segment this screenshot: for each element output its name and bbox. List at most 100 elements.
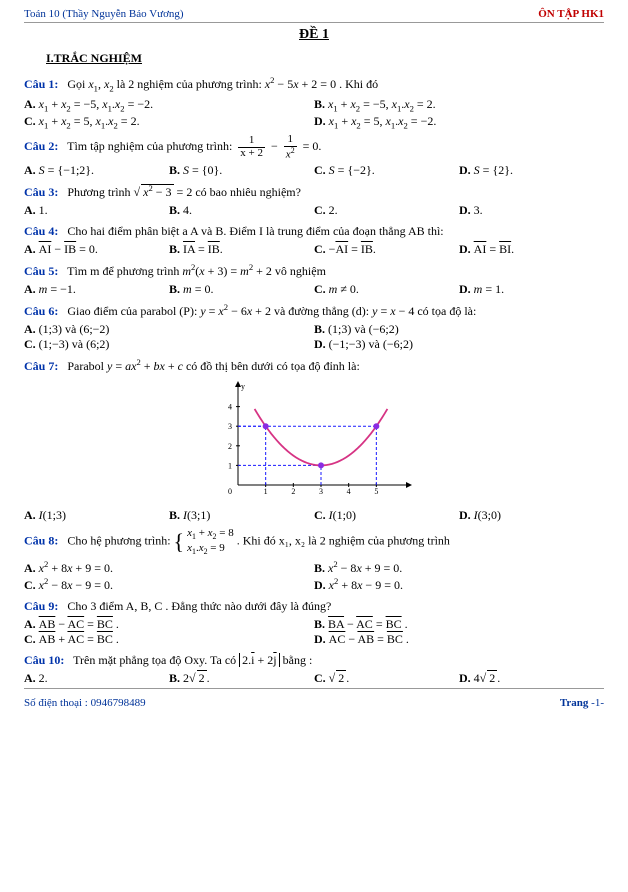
q3-text-a: Phương trình xyxy=(67,185,133,199)
question-7: Câu 7: Parabol y = ax2 + bx + c có đồ th… xyxy=(24,356,604,375)
q6-Dv: (−1;−3) và (−6;2) xyxy=(329,337,413,351)
q10-text-a: Trên mặt phẳng tọa độ Oxy. Ta có xyxy=(73,653,239,667)
question-8: Câu 8: Cho hệ phương trình: { x1 + x2 = … xyxy=(24,527,604,557)
q3-text-b: = 2 có bao nhiêu nghiệm? xyxy=(177,185,301,199)
svg-text:1: 1 xyxy=(264,487,268,496)
footer-left: Số điện thoại : 0946798489 xyxy=(24,697,146,709)
q6-A: A. xyxy=(24,322,39,336)
q3-number: Câu 3: xyxy=(24,185,58,199)
q2-number: Câu 2: xyxy=(24,139,58,153)
q6-Av: (1;3) và (6;−2) xyxy=(39,322,110,336)
q8-B: B. xyxy=(314,561,328,575)
q4-text: Cho hai điểm phân biệt a A và B. Điểm I … xyxy=(67,224,443,238)
header-left: Toán 10 (Thầy Nguyễn Bảo Vương) xyxy=(24,8,184,20)
q9-options: A. AB − AC = BC . B. BA − AC = BC . C. A… xyxy=(24,617,604,647)
q8-options: A. x2 + 8x + 9 = 0. B. x2 − 8x + 9 = 0. … xyxy=(24,559,604,593)
q3-options: A. 1. B. 4. C. 2. D. 3. xyxy=(24,203,604,218)
q6-text-b: và đường thẳng (d): xyxy=(274,304,372,318)
question-3: Câu 3: Phương trình √x2 − 3 = 2 có bao n… xyxy=(24,182,604,201)
q4-C: C. xyxy=(314,242,329,256)
q9-text: Cho 3 điểm A, B, C . Đẳng thức nào dưới … xyxy=(67,599,331,613)
q9-B: B. xyxy=(314,617,328,631)
q5-A: A. xyxy=(24,282,39,296)
q1-number: Câu 1: xyxy=(24,77,58,91)
q7-A: A. xyxy=(24,508,39,522)
q6-Cv: (1;−3) và (6;2) xyxy=(39,337,110,351)
q9-C: C. xyxy=(24,632,39,646)
footer-right: Trang -1- xyxy=(560,697,604,709)
svg-text:2: 2 xyxy=(228,442,232,451)
q2-C: C. xyxy=(314,163,329,177)
q7-D: D. xyxy=(459,508,474,522)
q3-Dv: 3. xyxy=(474,203,483,217)
page-header: Toán 10 (Thầy Nguyễn Bảo Vương) ÔN TẬP H… xyxy=(24,8,604,20)
q7-B: B. xyxy=(169,508,183,522)
q5-B: B. xyxy=(169,282,183,296)
q10-options: A. 2. B. 2√2. C. √2. D. 4√2. xyxy=(24,671,604,686)
q9-D: D. xyxy=(314,632,329,646)
q8-sys2: x1.x2 = 9 xyxy=(187,542,225,554)
q8-C: C. xyxy=(24,578,39,592)
q1-options: A. x1 + x2 = −5, x1.x2 = −2. B. x1 + x2 … xyxy=(24,97,604,130)
footer-rule xyxy=(24,688,604,689)
svg-text:0: 0 xyxy=(228,487,232,496)
q1-opt-C-label: C. xyxy=(24,114,39,128)
q5-D: D. xyxy=(459,282,474,296)
q8-text-a: Cho hệ phương trình: xyxy=(67,534,170,548)
q6-options: A. (1;3) và (6;−2) B. (1;3) và (−6;2) C.… xyxy=(24,322,604,352)
q8-A: A. xyxy=(24,561,39,575)
q6-C: C. xyxy=(24,337,39,351)
q3-C: C. xyxy=(314,203,329,217)
q8-number: Câu 8: xyxy=(24,534,58,548)
question-6: Câu 6: Giao điểm của parabol (P): y = x2… xyxy=(24,301,604,320)
q2-B: B. xyxy=(169,163,183,177)
svg-text:4: 4 xyxy=(228,402,232,411)
q6-D: D. xyxy=(314,337,329,351)
q4-number: Câu 4: xyxy=(24,224,58,238)
q5-text-a: Tìm m để phương trình xyxy=(67,264,182,278)
q10-number: Câu 10: xyxy=(24,653,64,667)
q3-Bv: 4. xyxy=(183,203,192,217)
q7-text-a: Parabol xyxy=(67,359,107,373)
question-10: Câu 10: Trên mặt phẳng tọa độ Oxy. Ta có… xyxy=(24,651,604,669)
q6-number: Câu 6: xyxy=(24,304,58,318)
q7-C: C. xyxy=(314,508,329,522)
section-heading: I.TRẮC NGHIỆM xyxy=(46,51,604,66)
q5-number: Câu 5: xyxy=(24,264,58,278)
q4-B: B. xyxy=(169,242,183,256)
q2-f1d: x + 2 xyxy=(238,148,265,160)
q7-options: A. I(1;3) B. I(3;1) C. I(1;0) D. I(3;0) xyxy=(24,508,604,523)
svg-text:1: 1 xyxy=(228,461,232,470)
header-right: ÔN TẬP HK1 xyxy=(538,8,604,20)
svg-text:5: 5 xyxy=(374,487,378,496)
q6-Bv: (1;3) và (−6;2) xyxy=(328,322,399,336)
q6-B: B. xyxy=(314,322,328,336)
q10-B: B. xyxy=(169,671,183,685)
q10-D: D. xyxy=(459,671,474,685)
q2-eqend: = 0. xyxy=(303,139,322,153)
question-1: Câu 1: Gọi x1, x2 là 2 nghiệm của phương… xyxy=(24,74,604,95)
q3-D: D. xyxy=(459,203,474,217)
q10-text-b: bằng : xyxy=(283,653,313,667)
q3-Av: 1. xyxy=(39,203,48,217)
q2-f2d: x2 xyxy=(284,147,297,161)
q2-A: A. xyxy=(24,163,39,177)
q2-options: A. S = {−1;2}. B. S = {0}. C. S = {−2}. … xyxy=(24,163,604,178)
q5-C: C. xyxy=(314,282,329,296)
q9-number: Câu 9: xyxy=(24,599,58,613)
svg-text:3: 3 xyxy=(319,487,323,496)
q4-A: A. xyxy=(24,242,39,256)
q3-B: B. xyxy=(169,203,183,217)
q8-D: D. xyxy=(314,578,329,592)
page-footer: Số điện thoại : 0946798489 Trang -1- xyxy=(24,697,604,709)
q1-opt-D-label: D. xyxy=(314,114,329,128)
q4-D: D. xyxy=(459,242,474,256)
q7-chart: 1234123450y xyxy=(24,379,604,504)
question-5: Câu 5: Tìm m để phương trình m2(x + 3) =… xyxy=(24,261,604,280)
q7-number: Câu 7: xyxy=(24,359,58,373)
q8-text-b: . Khi đó x₁, x₂ là 2 nghiệm của phương t… xyxy=(237,534,450,548)
q6-text-c: có tọa độ là: xyxy=(417,304,476,318)
q5-text-b: vô nghiệm xyxy=(275,264,326,278)
svg-text:2: 2 xyxy=(291,487,295,496)
question-2: Câu 2: Tìm tập nghiệm của phương trình: … xyxy=(24,134,604,161)
